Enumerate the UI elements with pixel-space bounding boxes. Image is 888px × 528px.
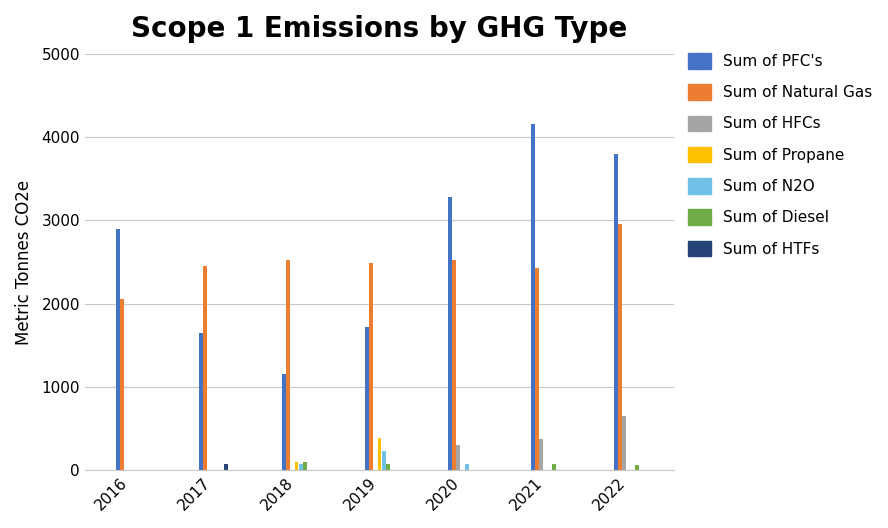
Bar	[535, 268, 539, 470]
Bar	[452, 260, 456, 470]
Bar	[365, 327, 369, 470]
Title: Scope 1 Emissions by GHG Type: Scope 1 Emissions by GHG Type	[131, 15, 628, 43]
Bar	[456, 445, 460, 470]
Bar	[614, 154, 618, 470]
Bar	[448, 197, 452, 470]
Bar	[286, 260, 290, 470]
Bar	[224, 464, 228, 470]
Bar	[303, 462, 306, 470]
Bar	[377, 438, 381, 470]
Bar	[369, 263, 373, 470]
Bar	[203, 266, 207, 470]
Bar	[382, 451, 385, 470]
Bar	[635, 465, 638, 470]
Bar	[386, 464, 390, 470]
Bar	[298, 465, 303, 470]
Bar	[116, 229, 120, 470]
Bar	[618, 224, 622, 470]
Bar	[282, 374, 286, 470]
Bar	[120, 299, 124, 470]
Bar	[464, 465, 469, 470]
Bar	[531, 124, 535, 470]
Bar	[622, 416, 626, 470]
Bar	[199, 333, 203, 470]
Y-axis label: Metric Tonnes CO2e: Metric Tonnes CO2e	[15, 180, 33, 344]
Bar	[539, 439, 543, 470]
Legend: Sum of PFC's, Sum of Natural Gas, Sum of HFCs, Sum of Propane, Sum of N2O, Sum o: Sum of PFC's, Sum of Natural Gas, Sum of…	[687, 53, 872, 257]
Bar	[295, 462, 298, 470]
Bar	[551, 464, 556, 470]
